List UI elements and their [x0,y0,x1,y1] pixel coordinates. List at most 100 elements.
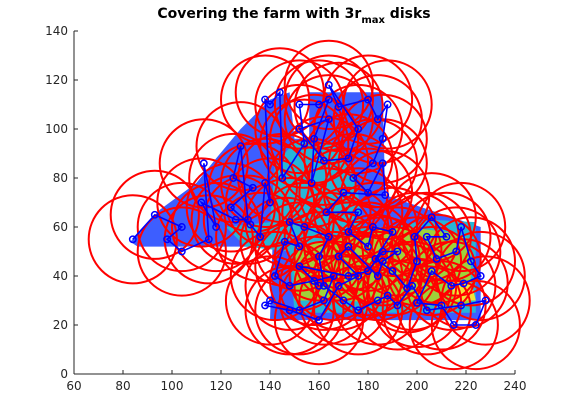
y-tick-label: 0 [60,367,68,381]
tour-point [324,95,333,104]
x-tick-label: 240 [504,379,527,393]
tour-point [295,125,304,133]
tour-point [280,237,289,246]
y-tick-label: 120 [45,73,68,87]
coverage-disk [109,169,200,260]
tour-point [442,232,451,241]
coverage-disk [298,255,389,346]
coverage-disk [416,181,507,273]
tour-point [310,276,319,285]
tour-point [354,208,363,217]
tour-point [324,232,333,241]
tour-point [344,272,353,280]
tour-point [364,242,372,251]
tour-point [315,252,323,261]
x-tick-label: 180 [357,379,380,393]
tour-point [300,223,309,231]
tour-point [300,139,309,148]
tour-point [354,125,363,133]
tour-point [177,223,186,231]
tour-point [285,306,294,315]
chart-title-subscript: max [361,15,385,26]
tour-point [364,267,372,276]
coverage-disk [342,59,433,150]
tour-point [422,232,431,241]
tour-point [457,223,466,231]
tour-point [373,296,382,305]
tour-point [393,247,402,256]
tour-point [344,154,353,163]
tour-point [285,218,294,227]
tour-point [427,213,436,222]
tour-point [324,80,333,89]
tour-point [128,235,137,244]
coverage-disk [337,216,428,307]
x-tick-label: 100 [161,379,184,393]
coverage-disk [303,201,394,292]
tour-point [368,223,377,231]
tour-point [371,254,380,263]
tour-point [364,188,372,197]
y-tick-label: 140 [45,24,68,38]
coverage-disk [283,39,374,130]
chart-title-suffix: disks [385,6,431,22]
coverage-disk [136,181,227,273]
coverage-disk [337,93,428,184]
tour-point [295,242,304,251]
tour-point [310,134,319,143]
tour-point [285,281,294,290]
coverage-disk [239,196,330,287]
tour-point [319,156,328,165]
tour-point [427,267,436,276]
tour-path [128,80,490,329]
tour-point [204,235,213,244]
tour-point [349,174,358,182]
tour-point [364,95,372,104]
tour-point [373,272,382,280]
x-tick-label: 160 [308,379,331,393]
tour-point [378,159,387,168]
tour-point [378,134,387,143]
tour-point [344,242,353,251]
tour-point [261,95,270,104]
tour-point [212,223,221,231]
tour-point [378,247,387,256]
tour-point [231,215,240,224]
tour-point [295,306,304,315]
tour-point [354,306,363,315]
y-tick-label: 40 [53,269,68,283]
coverage-disk [411,206,502,297]
coverage-disk [313,265,404,356]
tour-point [256,232,265,241]
x-tick-label: 120 [210,379,233,393]
x-tick-label: 140 [259,379,282,393]
coverage-disk [244,240,335,331]
tour-point [319,296,328,305]
tour-point [449,321,458,329]
coverage-disk [278,115,369,206]
tour-point [413,298,421,307]
coverage-disk [283,191,374,282]
y-tick-label: 20 [53,318,68,332]
coverage-disk [283,54,374,145]
coverage-disk [254,201,345,292]
tour-point [373,115,382,124]
tour-point [388,267,397,276]
coverage-disk [293,240,384,331]
tour-point [334,102,343,111]
tour-point [236,142,245,151]
x-tick-label: 60 [66,379,81,393]
x-tick-label: 80 [115,379,130,393]
tour-point [393,301,402,310]
tour-point [197,198,206,207]
tour-point [319,281,328,290]
tour-point [413,257,421,266]
coverage-disk [435,230,526,322]
tour-point [315,100,323,109]
tour-point [266,100,274,109]
tour-point [266,296,274,305]
tour-point [315,316,323,325]
coverage-disk [313,83,404,175]
tour-point [246,220,255,229]
